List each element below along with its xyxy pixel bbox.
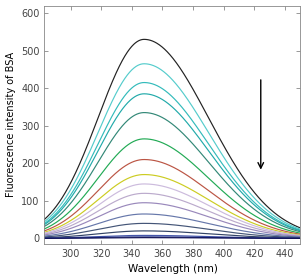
Y-axis label: Fluorescence intensity of BSA: Fluorescence intensity of BSA	[6, 52, 16, 197]
X-axis label: Wavelength (nm): Wavelength (nm)	[128, 264, 217, 274]
